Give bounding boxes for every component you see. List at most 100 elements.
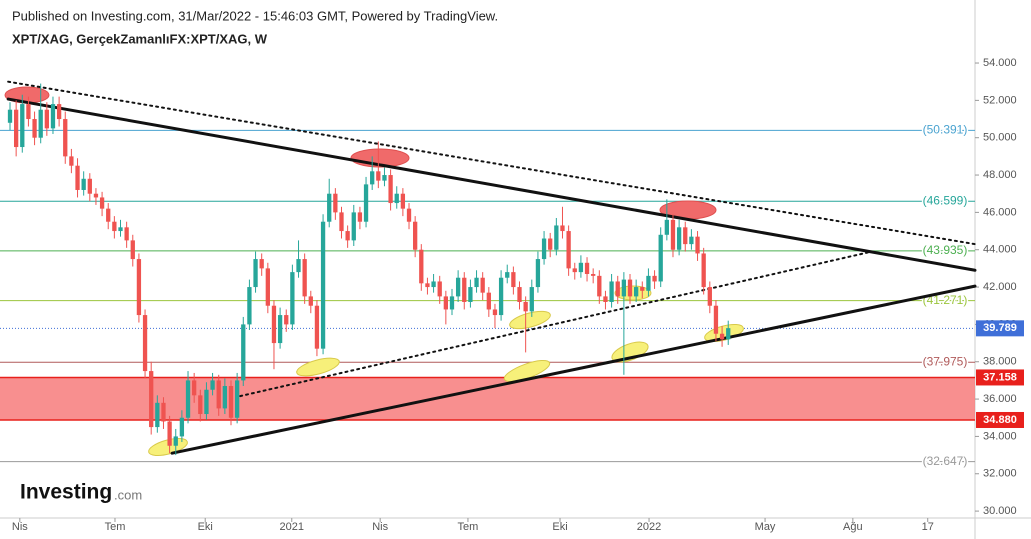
candle-body: [486, 292, 491, 310]
y-tick-label: 52.000: [983, 94, 1017, 106]
candle-body: [13, 109, 19, 148]
candle-body: [572, 268, 577, 273]
candle-body: [560, 225, 565, 232]
candle-body: [277, 315, 283, 344]
candle-body: [271, 305, 277, 344]
candle-body: [333, 193, 338, 213]
candle-body: [646, 275, 651, 291]
candle-body: [314, 305, 320, 349]
candle-body: [265, 268, 270, 306]
candle-body: [431, 281, 436, 288]
candle-body: [204, 389, 209, 415]
y-tick-label: 42.000: [983, 281, 1017, 293]
price-tag: [976, 411, 1024, 428]
candle-body: [609, 281, 614, 302]
candle-body: [308, 296, 313, 306]
highlight-ellipse: [611, 341, 649, 363]
candle-body: [351, 212, 356, 241]
candle-body: [142, 315, 148, 372]
candle-body: [370, 171, 375, 185]
x-tick-label: 17: [922, 521, 934, 533]
y-tick-label: 44.000: [983, 244, 1017, 256]
candle-body: [683, 227, 688, 245]
candle-body: [302, 259, 307, 297]
level-label: (32.647): [923, 454, 968, 468]
candle-body: [394, 193, 399, 204]
candle-body: [198, 395, 203, 415]
y-tick-label: 34.000: [983, 430, 1017, 442]
trend-line: [239, 250, 872, 398]
candle-body: [449, 296, 455, 310]
level-label: (50.391): [923, 123, 968, 137]
y-tick-label: 38.000: [983, 356, 1017, 368]
candle-body: [38, 109, 43, 138]
candle-body: [284, 315, 289, 325]
logo-suffix: .com: [114, 487, 142, 502]
candle-body: [658, 234, 663, 282]
marks: 39.789 37.158 34.880: [6, 80, 1024, 456]
candle-body: [615, 281, 620, 297]
candle-body: [511, 272, 516, 288]
candle-body: [468, 287, 473, 302]
candle-body: [541, 238, 547, 260]
candle-body: [713, 305, 719, 334]
candle-body: [707, 287, 712, 306]
candle-body: [259, 259, 264, 269]
candle-body: [222, 386, 228, 409]
candle-body: [210, 380, 215, 390]
y-tick-label: 48.000: [983, 169, 1017, 181]
candle-body: [155, 402, 160, 428]
candle-body: [327, 193, 332, 222]
y-tick-label: 32.000: [983, 468, 1017, 480]
x-tick-label: Tem: [105, 521, 126, 533]
x-tick-label: Eki: [552, 521, 567, 533]
candle-body: [7, 109, 13, 123]
x-tick-label: Nis: [372, 521, 388, 533]
trend-line: [170, 284, 977, 455]
candle-body: [480, 277, 485, 293]
level-label: (43.935): [923, 243, 968, 257]
candle-body: [388, 175, 393, 204]
candle-body: [173, 436, 178, 446]
price-tag: [976, 320, 1024, 337]
y-tick-label: 30.000: [983, 505, 1017, 517]
candle-body: [462, 277, 467, 302]
candle-body: [603, 296, 608, 302]
candle-body: [406, 208, 412, 222]
candle-body: [376, 171, 381, 181]
highlight-ellipse: [509, 310, 551, 330]
candle-body: [320, 221, 326, 349]
candle-body: [505, 272, 510, 278]
candle-body: [437, 281, 442, 297]
candle-body: [621, 279, 627, 297]
price-tag: [976, 369, 1024, 386]
candle-body: [339, 212, 344, 232]
candle-body: [81, 178, 86, 190]
candle-body: [167, 421, 172, 446]
candle-body: [185, 380, 191, 418]
candle-body: [701, 253, 706, 288]
symbol-title: XPT/XAG, GerçekZamanlıFX:XPT/XAG, W: [12, 31, 268, 46]
y-tick-label: 54.000: [983, 57, 1017, 69]
candle-body: [112, 221, 117, 232]
candle-body: [492, 309, 498, 316]
candle-body: [719, 333, 725, 340]
x-tick-label: Tem: [458, 521, 479, 533]
candle-body: [357, 212, 363, 222]
candle-body: [363, 184, 369, 222]
candle-body: [253, 259, 258, 288]
trend-line: [7, 80, 976, 246]
x-tick-label: Nis: [12, 521, 28, 533]
candle-body: [118, 227, 123, 232]
price-tag-label: 39.789: [983, 322, 1017, 334]
candle-body: [529, 287, 534, 312]
candle-body: [400, 193, 406, 209]
candle-body: [413, 221, 418, 250]
candle-body: [161, 402, 166, 422]
y-tick-label: 36.000: [983, 393, 1017, 405]
candle-body: [87, 178, 92, 194]
trend-line: [6, 97, 977, 272]
support-zone: [0, 377, 975, 420]
candle-body: [69, 156, 74, 166]
